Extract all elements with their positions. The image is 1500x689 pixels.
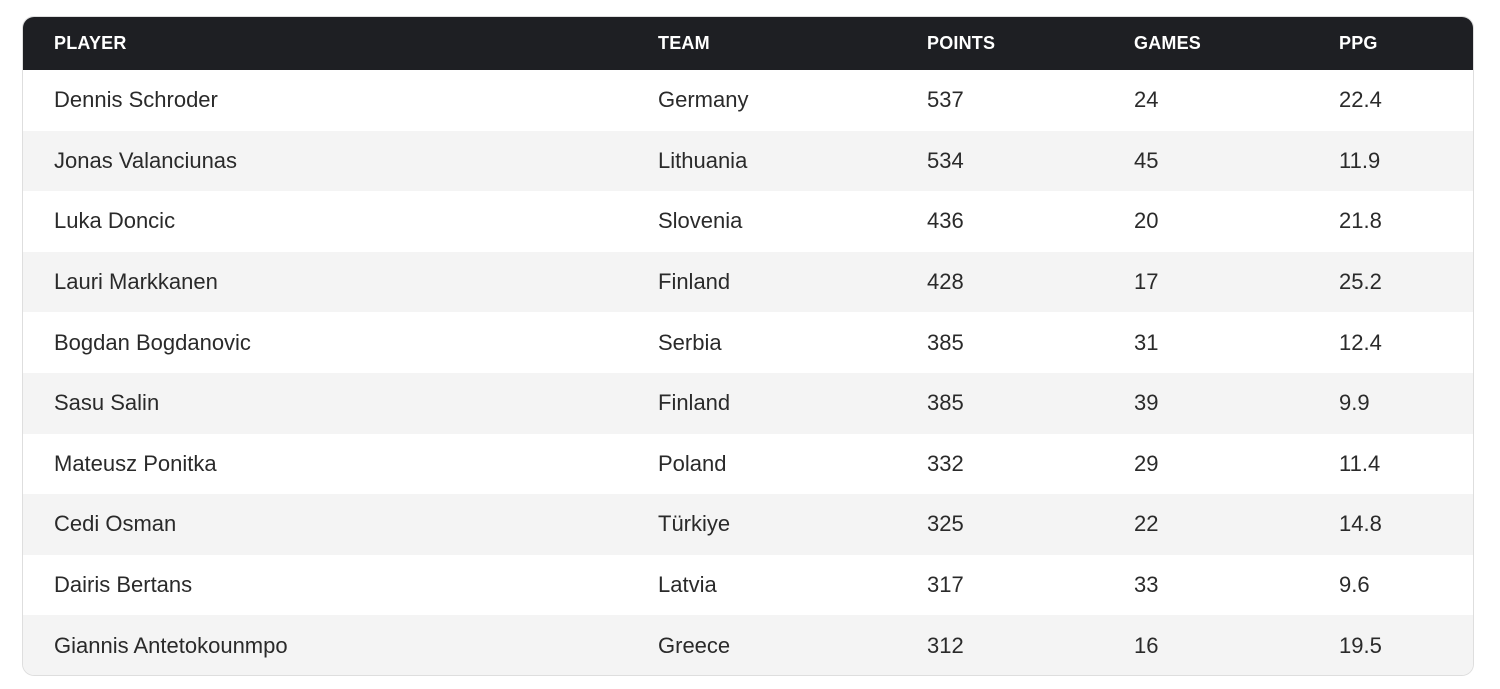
team-cell: Finland <box>658 390 731 416</box>
player-cell: Sasu Salin <box>54 390 160 416</box>
games-cell: 22 <box>1134 511 1159 537</box>
column-header-team[interactable]: TEAM <box>658 33 710 53</box>
games-cell: 17 <box>1134 269 1159 295</box>
points-cell: 534 <box>927 147 964 173</box>
player-cell: Luka Doncic <box>54 208 176 234</box>
team-cell: Serbia <box>658 329 722 355</box>
ppg-cell: 25.2 <box>1339 269 1382 295</box>
ppg-cell: 12.4 <box>1339 329 1382 355</box>
table-row: Jonas Valanciunas Lithuania 534 45 11.9 <box>23 130 1473 192</box>
ppg-cell: 9.6 <box>1339 572 1370 598</box>
table-row: Luka Doncic Slovenia 436 20 21.8 <box>23 191 1473 252</box>
points-cell: 537 <box>927 87 964 113</box>
table-row: Bogdan Bogdanovic Serbia 385 31 12.4 <box>23 312 1473 373</box>
column-header-games[interactable]: GAMES <box>1134 33 1202 53</box>
points-cell: 428 <box>927 269 964 295</box>
ppg-cell: 11.9 <box>1339 147 1381 173</box>
games-cell: 29 <box>1134 450 1159 476</box>
ppg-cell: 21.8 <box>1339 208 1382 234</box>
games-cell: 24 <box>1134 87 1159 113</box>
player-cell: Jonas Valanciunas <box>54 147 238 173</box>
table-body: Dennis Schroder Germany 537 24 22.4 Jona… <box>23 70 1473 675</box>
ppg-cell: 14.8 <box>1339 511 1382 537</box>
player-cell: Lauri Markkanen <box>54 269 218 295</box>
team-cell: Latvia <box>658 572 717 598</box>
team-cell: Türkiye <box>658 511 731 537</box>
player-cell: Dennis Schroder <box>54 87 218 113</box>
table-header: PLAYER TEAM POINTS GAMES PPG <box>23 17 1473 70</box>
stats-table-card: PLAYER TEAM POINTS GAMES PPG Dennis Schr… <box>22 16 1474 676</box>
games-cell: 20 <box>1134 208 1159 234</box>
team-cell: Germany <box>658 87 749 113</box>
player-cell: Bogdan Bogdanovic <box>54 329 251 355</box>
games-cell: 33 <box>1134 572 1159 598</box>
ppg-cell: 19.5 <box>1339 632 1382 658</box>
points-cell: 325 <box>927 511 964 537</box>
table-row: Mateusz Ponitka Poland 332 29 11.4 <box>23 433 1473 495</box>
team-cell: Poland <box>658 450 727 476</box>
games-cell: 45 <box>1134 147 1159 173</box>
points-cell: 317 <box>927 572 964 598</box>
games-cell: 39 <box>1134 390 1159 416</box>
points-cell: 385 <box>927 390 964 416</box>
table-row: Lauri Markkanen Finland 428 17 25.2 <box>23 251 1473 313</box>
team-cell: Slovenia <box>658 208 743 234</box>
header-row: PLAYER TEAM POINTS GAMES PPG <box>23 17 1473 70</box>
player-cell: Giannis Antetokounmpo <box>54 632 288 658</box>
column-header-ppg[interactable]: PPG <box>1339 33 1378 53</box>
games-cell: 16 <box>1134 632 1159 658</box>
column-header-player[interactable]: PLAYER <box>54 33 127 53</box>
table-row: Dennis Schroder Germany 537 24 22.4 <box>23 70 1473 131</box>
points-cell: 332 <box>927 450 964 476</box>
player-cell: Mateusz Ponitka <box>54 450 217 476</box>
table-row: Sasu Salin Finland 385 39 9.9 <box>23 372 1473 434</box>
table-row: Giannis Antetokounmpo Greece 312 16 19.5 <box>23 615 1473 675</box>
player-cell: Dairis Bertans <box>54 572 193 598</box>
table-row: Dairis Bertans Latvia 317 33 9.6 <box>23 554 1473 616</box>
team-cell: Greece <box>658 632 731 658</box>
column-header-points[interactable]: POINTS <box>927 33 996 53</box>
ppg-cell: 22.4 <box>1339 87 1382 113</box>
points-cell: 385 <box>927 329 964 355</box>
points-cell: 436 <box>927 208 964 234</box>
player-cell: Cedi Osman <box>54 511 177 537</box>
ppg-cell: 11.4 <box>1339 450 1381 476</box>
points-cell: 312 <box>927 632 964 658</box>
team-cell: Finland <box>658 269 731 295</box>
player-stats-table: PLAYER TEAM POINTS GAMES PPG Dennis Schr… <box>23 17 1473 675</box>
ppg-cell: 9.9 <box>1339 390 1370 416</box>
team-cell: Lithuania <box>658 147 748 173</box>
games-cell: 31 <box>1134 329 1159 355</box>
table-row: Cedi Osman Türkiye 325 22 14.8 <box>23 494 1473 555</box>
